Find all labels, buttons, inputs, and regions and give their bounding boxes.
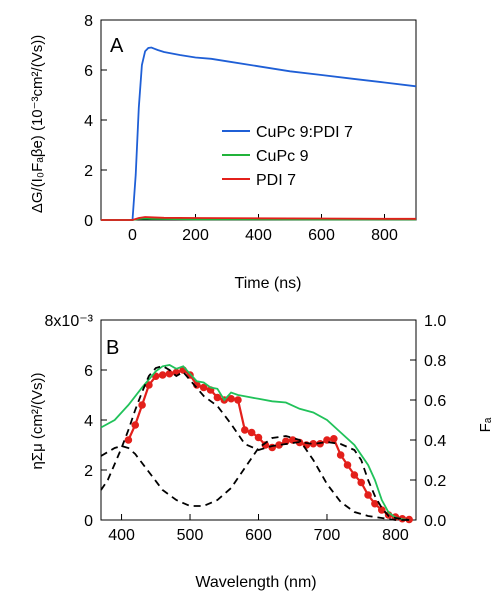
panel-b-series-0-point (350, 471, 359, 479)
panel-b-series-0-point (282, 437, 290, 446)
panel-b-series-0-point (261, 441, 270, 449)
panel-b-series-0-point (131, 421, 140, 429)
legend-label-cupc-9: CuPc 9 (256, 148, 309, 165)
panel-b-series-0-point (158, 371, 167, 379)
panel-b-ytick-right-label-0-2: 0.2 (424, 473, 446, 490)
panel-b-series-0-point (371, 499, 379, 508)
panel-b-series-0-point (213, 393, 222, 402)
panel-b-ylabel-right: Fₐ (477, 417, 494, 432)
panel-a-ytick-label-0: 0 (84, 213, 93, 230)
panel-a-xtick-label-800: 800 (371, 227, 398, 244)
panel-b-xtick-label-800: 800 (382, 527, 409, 544)
panel-b-series-0-point (343, 461, 352, 469)
panel-b-series-0-point (336, 451, 345, 459)
panel-b-series-0-point (199, 383, 208, 392)
panel-b-series-0-point (241, 426, 249, 434)
panel-b-ytick-label-8: 8x10⁻³ (45, 313, 94, 330)
panel-a-xtick-label-600: 600 (308, 227, 335, 244)
panel-b-xlabel: Wavelength (nm) (195, 574, 316, 591)
panel-b-series-0-point (254, 433, 263, 442)
panel-a-xtick-label-200: 200 (182, 227, 209, 244)
panel-a-xtick-label-400: 400 (245, 227, 272, 244)
panel-b-series-0-point (275, 441, 283, 449)
panel-b-series-1-solid-line (100, 364, 410, 521)
panel-b-xtick-label-500: 500 (177, 527, 204, 544)
panel-b-ytick-right-label-0-6: 0.6 (424, 393, 446, 410)
panel-b-xtick-label-400: 400 (108, 527, 135, 544)
panel-b-series-2-dashed-line (100, 365, 410, 521)
panel-a-xtick-label-0: 0 (128, 227, 137, 244)
panel-b-ylabel: ηΣμ (cm²/(Vs)) (29, 372, 46, 469)
panel-a-ytick-label-6: 6 (84, 63, 93, 80)
panel-a-frame (100, 19, 417, 221)
panel-b-series-0-point (124, 436, 133, 444)
panel-a-series (101, 46, 417, 221)
series-pdi-7-line (101, 216, 416, 221)
panel-a-ylabel: ΔG/(I₀Fₐβe) (10⁻³cm²/(Vs)) (29, 35, 46, 213)
panel-b-series-0-point (165, 369, 174, 378)
panel-b-series-0-point (247, 428, 256, 437)
panel-b-ticks: 400 500 600 700 800 0 2 4 6 8x10⁻³ 0.0 0.2 0.4 0.6 0.8… (45, 313, 447, 544)
panel-a-ytick-label-8: 8 (84, 13, 93, 30)
panel-b-ytick-right-label-0-4: 0.4 (424, 433, 446, 450)
panel-a: 0 200 400 600 800 0 2 4 6 8 A CuPc 9:PDI 7 CuPc 9 P… (29, 13, 417, 292)
panel-b-series-0-point (364, 491, 372, 499)
panel-b-series-0-point (357, 478, 366, 487)
panel-a-legend: CuPc 9:PDI 7 CuPc 9 PDI 7 (222, 124, 353, 189)
panel-b-series-0-point (227, 394, 235, 403)
panel-b-frame (100, 319, 417, 521)
panel-b-ytick-label-2: 2 (84, 463, 93, 480)
panel-b-series-3-dashed-line (100, 435, 410, 521)
legend-label-pdi-7: PDI 7 (256, 172, 296, 189)
panel-b-series (100, 364, 413, 524)
panel-b-ytick-label-6: 6 (84, 363, 93, 380)
panel-a-label: A (110, 35, 124, 57)
panel-b-ytick-label-0: 0 (84, 513, 93, 530)
panel-b-ytick-right-label-1-0: 1.0 (424, 313, 446, 330)
panel-b: 400 500 600 700 800 0 2 4 6 8x10⁻³ 0.0 0.2 0.4 0.6 0.8… (29, 313, 494, 591)
legend-label-cupc-9-pdi-7: CuPc 9:PDI 7 (256, 124, 353, 141)
panel-b-series-0-point (309, 439, 318, 448)
panel-b-ytick-label-4: 4 (84, 413, 93, 430)
series-cupc-9-pdi-7-line (101, 46, 417, 221)
panel-b-xtick-label-700: 700 (314, 527, 341, 544)
panel-a-ytick-label-2: 2 (84, 163, 93, 180)
panel-b-ytick-right-label-0-8: 0.8 (424, 353, 446, 370)
panel-b-xtick-label-600: 600 (245, 527, 272, 544)
panel-b-label: B (106, 337, 119, 359)
panel-a-ytick-label-4: 4 (84, 113, 93, 130)
panel-b-ytick-right-label-0-0: 0.0 (424, 513, 446, 530)
panel-b-series-0-point (138, 401, 146, 409)
panel-b-series-0-point (234, 396, 242, 404)
panel-b-series-0-point (377, 506, 386, 514)
panel-b-series-0-point (330, 434, 338, 443)
panel-b-series-0-point (145, 381, 153, 389)
panel-a-xlabel: Time (ns) (235, 275, 302, 292)
